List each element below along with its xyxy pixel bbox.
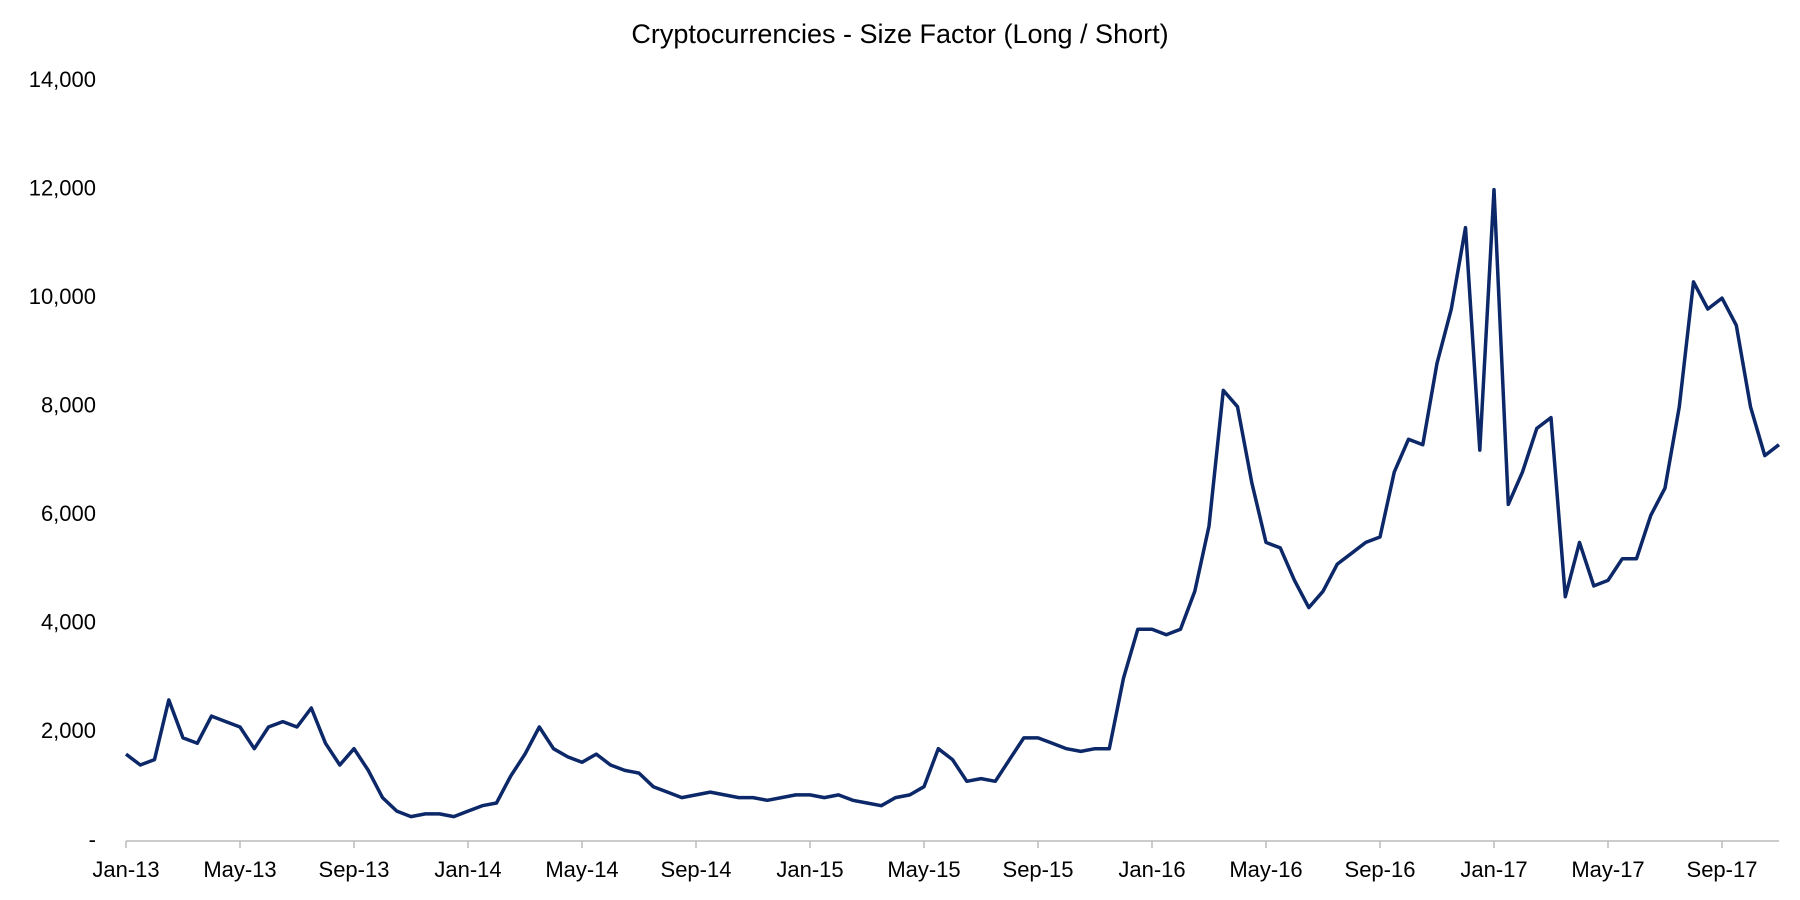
x-tick-label: Jan-15: [776, 857, 843, 882]
y-tick-label: 12,000: [29, 175, 96, 200]
x-tick-label: May-14: [545, 857, 618, 882]
series-line: [124, 187, 1781, 819]
x-tick-label: May-17: [1571, 857, 1644, 882]
x-tick-label: May-13: [203, 857, 276, 882]
x-tick-label: Sep-13: [319, 857, 390, 882]
x-tick-label: Jan-14: [434, 857, 501, 882]
y-tick-label: 4,000: [41, 610, 96, 635]
x-tick-label: Jan-17: [1460, 857, 1527, 882]
x-tick-label: May-16: [1229, 857, 1302, 882]
x-tick-label: Jan-16: [1118, 857, 1185, 882]
x-tick-label: Sep-16: [1345, 857, 1416, 882]
y-tick-label: 8,000: [41, 393, 96, 418]
x-tick-label: May-15: [887, 857, 960, 882]
x-tick-label: Sep-14: [661, 857, 732, 882]
y-tick-label: 14,000: [29, 67, 96, 92]
chart-title: Cryptocurrencies - Size Factor (Long / S…: [631, 19, 1168, 49]
y-tick-label: -: [89, 827, 96, 852]
x-tick-label: Jan-13: [92, 857, 159, 882]
y-tick-label: 10,000: [29, 284, 96, 309]
y-tick-label: 6,000: [41, 501, 96, 526]
x-tick-label: Sep-15: [1003, 857, 1074, 882]
y-tick-label: 2,000: [41, 718, 96, 743]
x-tick-label: Sep-17: [1687, 857, 1758, 882]
